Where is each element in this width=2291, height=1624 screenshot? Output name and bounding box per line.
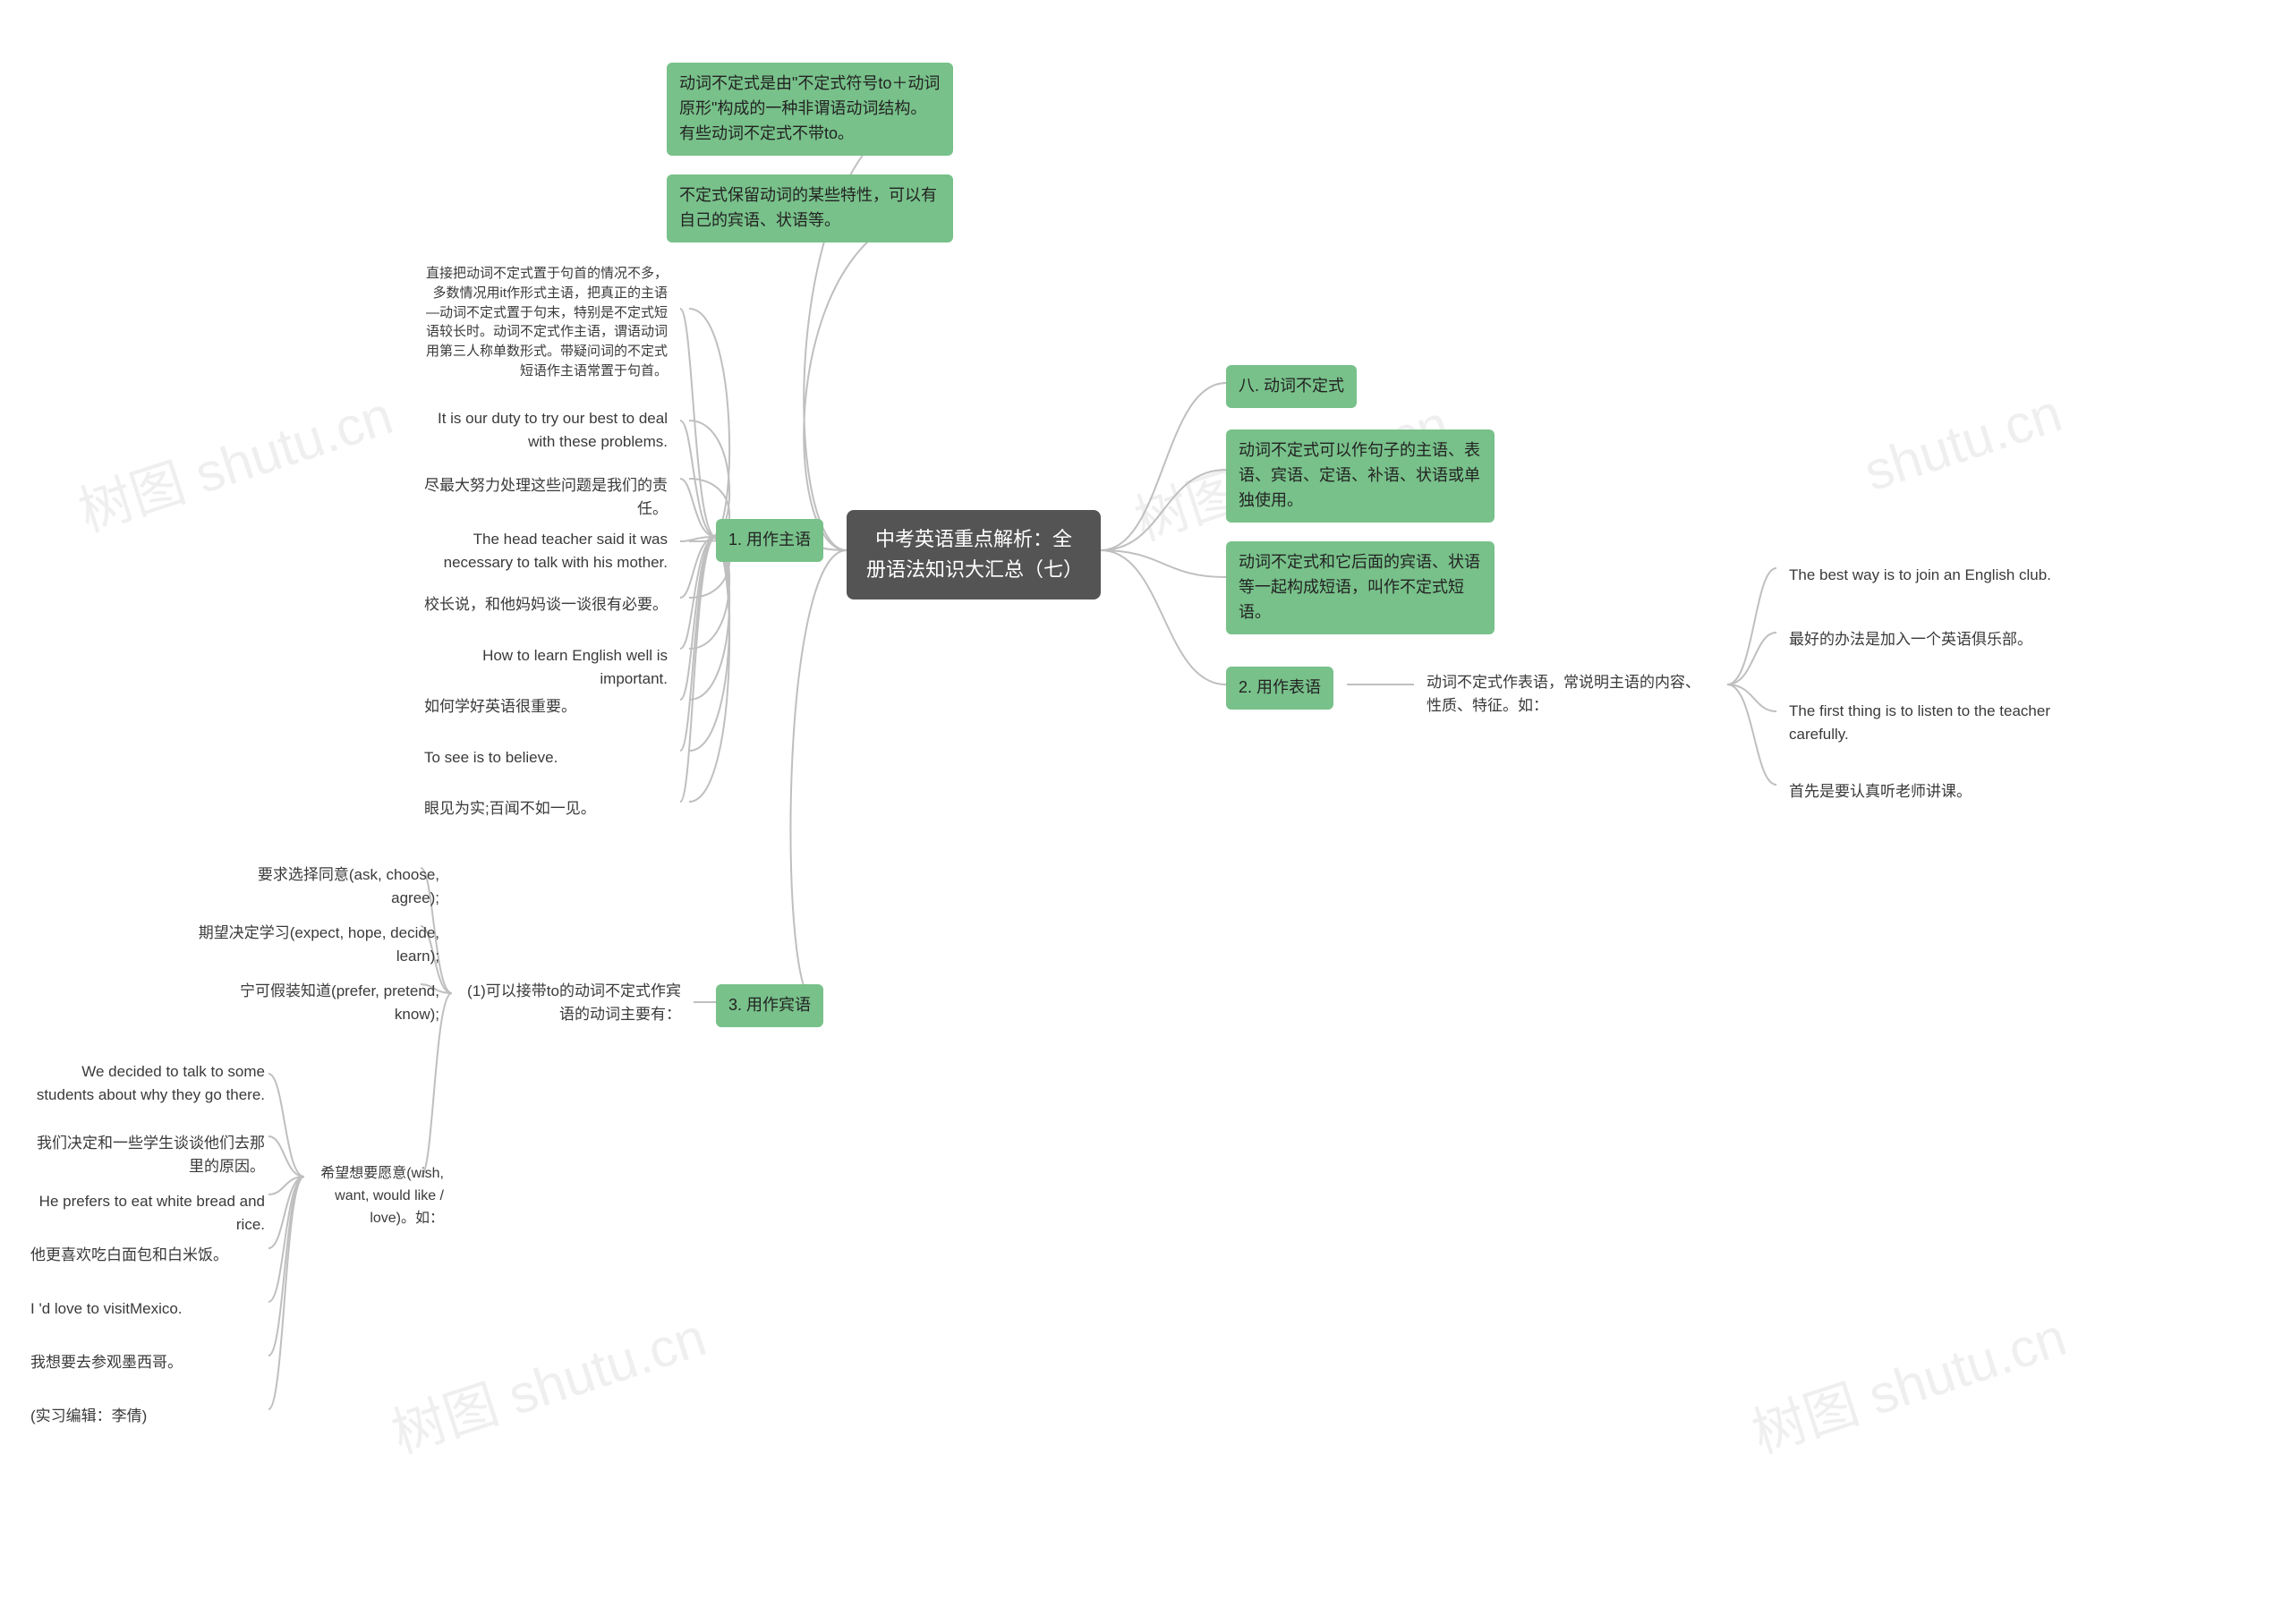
node-predicative[interactable]: 2. 用作表语 [1226,667,1333,710]
watermark: 树图 shutu.cn [380,1294,714,1468]
node-infinitive-phrase[interactable]: 动词不定式和它后面的宾语、状语等一起构成短语，叫作不定式短语。 [1226,541,1495,634]
leaf: The head teacher said it was necessary t… [398,519,680,584]
node-object[interactable]: 3. 用作宾语 [716,984,823,1027]
node-section-8[interactable]: 八. 动词不定式 [1226,365,1357,408]
leaf: 如何学好英语很重要。 [412,686,589,727]
leaf: (实习编辑：李倩) [18,1396,159,1437]
leaf: 我想要去参观墨西哥。 [18,1342,195,1383]
leaf: We decided to talk to some students abou… [18,1051,277,1117]
leaf: The best way is to join an English club. [1776,555,2064,596]
leaf: It is our duty to try our best to deal w… [412,398,680,463]
leaf: 要求选择同意(ask, choose, agree); [201,855,452,920]
node-wish-want: 希望想要愿意(wish, want, would like / love)。如： [295,1154,456,1238]
node-infinitive-roles[interactable]: 动词不定式可以作句子的主语、表语、宾语、定语、补语、状语或单独使用。 [1226,429,1495,523]
watermark: 树图 shutu.cn [1741,1294,2074,1468]
leaf: 首先是要认真听老师讲课。 [1776,771,1984,812]
root-node[interactable]: 中考英语重点解析：全册语法知识大汇总（七） [847,510,1101,599]
node-predicative-desc: 动词不定式作表语，常说明主语的内容、性质、特征。如： [1414,662,1727,727]
leaf: 我们决定和一些学生谈谈他们去那里的原因。 [18,1123,277,1188]
leaf: I 'd love to visitMexico. [18,1288,195,1330]
leaf: 最好的办法是加入一个英语俱乐部。 [1776,619,2045,660]
leaf: 眼见为实;百闻不如一见。 [412,788,609,829]
leaf: 校长说，和他妈妈谈一谈很有必要。 [412,584,680,625]
leaf: 宁可假装知道(prefer, pretend, know); [183,971,452,1036]
watermark: shutu.cn [1857,382,2069,504]
node-object-verbs: (1)可以接带to的动词不定式作宾语的动词主要有： [452,971,694,1036]
leaf: 直接把动词不定式置于句首的情况不多，多数情况用it作形式主语，把真正的主语—动词… [412,255,680,390]
leaf: 他更喜欢吃白面包和白米饭。 [18,1235,241,1276]
node-subject[interactable]: 1. 用作主语 [716,519,823,562]
leaf: To see is to believe. [412,737,570,778]
node-def-2[interactable]: 不定式保留动词的某些特性，可以有自己的宾语、状语等。 [667,174,953,242]
watermark: 树图 shutu.cn [67,372,401,547]
leaf: 期望决定学习(expect, hope, decide, learn); [148,913,452,978]
node-def-1[interactable]: 动词不定式是由"不定式符号to＋动词原形"构成的一种非谓语动词结构。有些动词不定… [667,63,953,156]
leaf: The first thing is to listen to the teac… [1776,691,2081,756]
